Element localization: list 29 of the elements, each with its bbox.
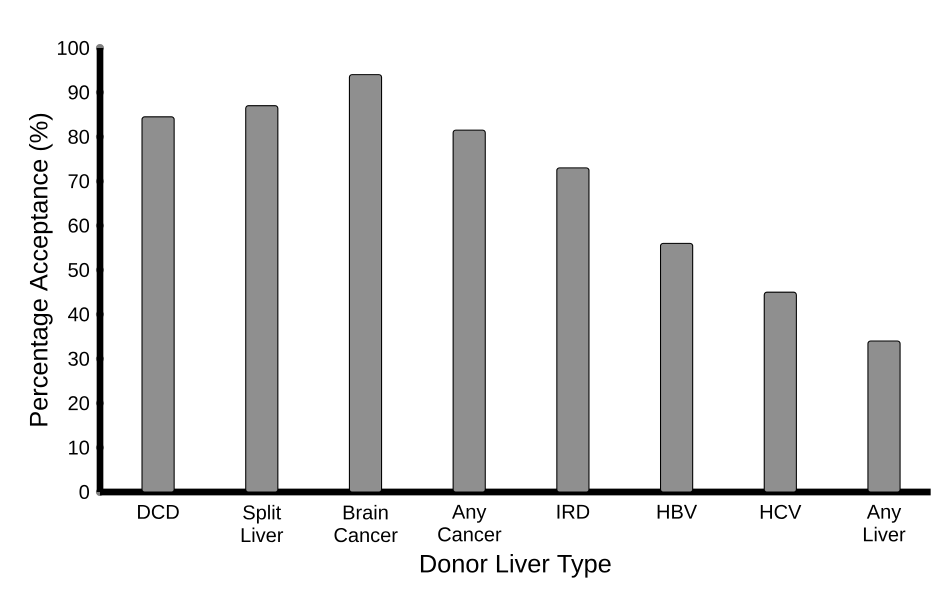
bar xyxy=(452,130,486,492)
x-tick-label: Brain Cancer xyxy=(334,504,398,542)
y-tick-label: 20 xyxy=(68,396,90,410)
y-tick-label: 40 xyxy=(68,307,90,322)
x-tick-label: IRD xyxy=(558,504,590,519)
y-tick-label: 50 xyxy=(68,262,90,278)
y-tick-label: 10 xyxy=(69,440,90,455)
bar xyxy=(141,116,175,492)
y-tick-label: 0 xyxy=(79,484,90,500)
y-axis-title: Percentage Acceptance (%) xyxy=(29,114,53,426)
x-tick-label: HBV xyxy=(658,504,698,519)
bar xyxy=(245,105,278,492)
x-tick-label: Any Cancer xyxy=(438,504,502,542)
bar xyxy=(764,292,797,492)
bar xyxy=(556,167,590,492)
x-tick-label: DCD xyxy=(138,504,179,519)
bar xyxy=(660,242,694,492)
x-tick-label: Split Liver xyxy=(242,504,284,542)
x-tick-label: Any Liver xyxy=(864,504,906,542)
y-tick-label: 90 xyxy=(68,85,90,100)
y-tick-label: 80 xyxy=(68,130,90,144)
x-tick-label: HCV xyxy=(760,504,802,519)
y-tick-label: 60 xyxy=(68,218,90,233)
y-tick-label: 30 xyxy=(68,352,90,366)
y-tick-label: 70 xyxy=(68,174,90,188)
y-tick-label: 100 xyxy=(58,40,90,56)
bar xyxy=(867,340,901,492)
x-axis-title: Donor Liver Type xyxy=(420,554,611,578)
bar xyxy=(348,74,382,492)
